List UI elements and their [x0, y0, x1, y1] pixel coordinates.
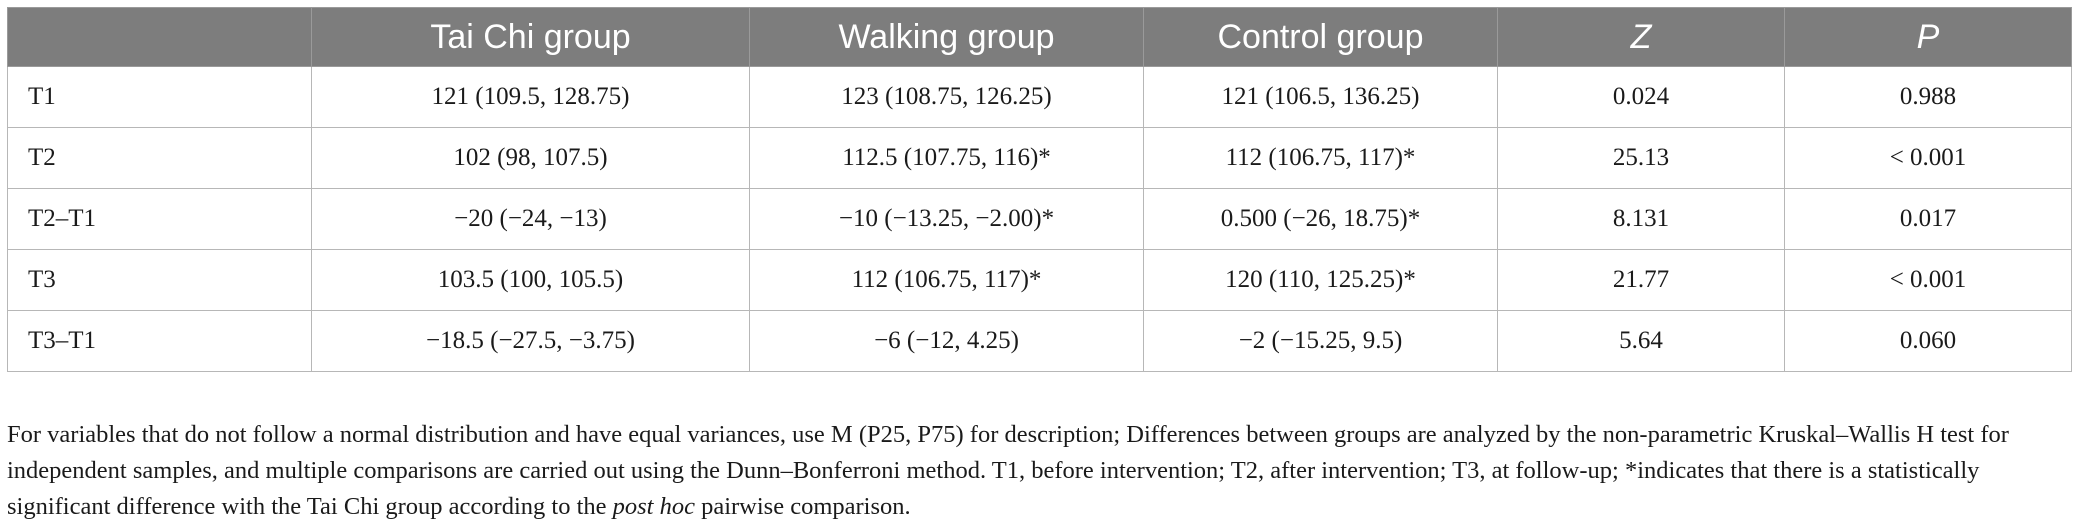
header-walking-group: Walking group [749, 7, 1144, 67]
cell-z: 5.64 [1497, 310, 1785, 372]
cell-p: 0.988 [1784, 66, 2072, 128]
table-row: T1 121 (109.5, 128.75) 123 (108.75, 126.… [7, 66, 2072, 128]
results-table: Tai Chi group Walking group Control grou… [7, 7, 2072, 372]
cell-z: 21.77 [1497, 249, 1785, 311]
cell-tai-chi: 121 (109.5, 128.75) [311, 66, 750, 128]
results-table-container: Tai Chi group Walking group Control grou… [7, 7, 2072, 372]
header-row-label [7, 7, 312, 67]
cell-control: 121 (106.5, 136.25) [1143, 66, 1498, 128]
cell-tai-chi: 102 (98, 107.5) [311, 127, 750, 189]
footnote-text-end: pairwise comparison. [694, 492, 911, 520]
cell-walking: 112.5 (107.75, 116)* [749, 127, 1144, 189]
header-control-group: Control group [1143, 7, 1498, 67]
cell-p: 0.017 [1784, 188, 2072, 250]
row-label: T3 [7, 249, 312, 311]
cell-walking: 123 (108.75, 126.25) [749, 66, 1144, 128]
row-label: T3–T1 [7, 310, 312, 372]
cell-walking: −10 (−13.25, −2.00)* [749, 188, 1144, 250]
cell-control: 112 (106.75, 117)* [1143, 127, 1498, 189]
cell-p: < 0.001 [1784, 127, 2072, 189]
header-z: Z [1497, 7, 1785, 67]
row-label: T2–T1 [7, 188, 312, 250]
cell-p: < 0.001 [1784, 249, 2072, 311]
cell-p: 0.060 [1784, 310, 2072, 372]
cell-z: 8.131 [1497, 188, 1785, 250]
row-label: T2 [7, 127, 312, 189]
table-row: T3–T1 −18.5 (−27.5, −3.75) −6 (−12, 4.25… [7, 310, 2072, 372]
table-row: T3 103.5 (100, 105.5) 112 (106.75, 117)*… [7, 249, 2072, 311]
table-header-row: Tai Chi group Walking group Control grou… [7, 7, 2072, 67]
cell-z: 25.13 [1497, 127, 1785, 189]
row-label: T1 [7, 66, 312, 128]
cell-walking: 112 (106.75, 117)* [749, 249, 1144, 311]
cell-tai-chi: −20 (−24, −13) [311, 188, 750, 250]
cell-tai-chi: −18.5 (−27.5, −3.75) [311, 310, 750, 372]
table-row: T2–T1 −20 (−24, −13) −10 (−13.25, −2.00)… [7, 188, 2072, 250]
footnote-italic-text: post hoc [612, 492, 695, 520]
header-p: P [1784, 7, 2072, 67]
cell-control: −2 (−15.25, 9.5) [1143, 310, 1498, 372]
footnote-text: For variables that do not follow a norma… [7, 420, 2009, 520]
table-footnote: For variables that do not follow a norma… [7, 417, 2071, 525]
cell-control: 120 (110, 125.25)* [1143, 249, 1498, 311]
cell-control: 0.500 (−26, 18.75)* [1143, 188, 1498, 250]
cell-z: 0.024 [1497, 66, 1785, 128]
cell-tai-chi: 103.5 (100, 105.5) [311, 249, 750, 311]
header-tai-chi-group: Tai Chi group [311, 7, 750, 67]
cell-walking: −6 (−12, 4.25) [749, 310, 1144, 372]
table-row: T2 102 (98, 107.5) 112.5 (107.75, 116)* … [7, 127, 2072, 189]
